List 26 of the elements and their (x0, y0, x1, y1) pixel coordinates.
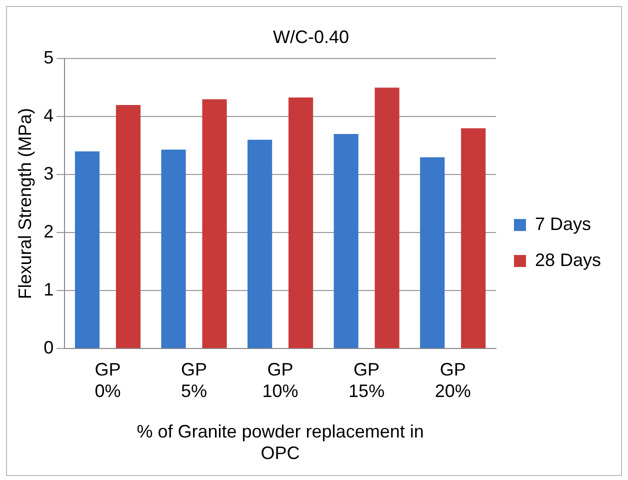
x-tick-label: GP 15% (348, 359, 385, 401)
legend-label: 28 Days (534, 250, 602, 270)
chart-title: W/C-0.40 (272, 26, 350, 47)
bar (461, 128, 486, 348)
bar (288, 97, 314, 348)
y-tick-label: 4 (44, 106, 54, 126)
x-axis-title: % of Granite powder replacement in OPC (136, 422, 424, 464)
bar (420, 157, 445, 348)
legend-label: 7 Days (534, 214, 591, 234)
bar (202, 99, 227, 348)
y-tick-label: 3 (44, 164, 54, 184)
x-tick-label: GP 5% (181, 359, 208, 401)
y-tick-label: 2 (44, 222, 54, 242)
x-tick-label: GP 20% (434, 359, 471, 401)
bar (248, 140, 272, 348)
y-tick-label: 1 (44, 280, 54, 300)
bar (116, 105, 141, 348)
y-axis-title: Flexural Strength (MPa) (14, 108, 35, 300)
bar (374, 88, 400, 348)
bar (161, 150, 186, 348)
y-tick-label: 5 (44, 48, 54, 68)
x-tick-label: GP 0% (94, 359, 121, 401)
y-tick-label: 0 (44, 338, 54, 358)
bar (74, 151, 100, 348)
x-tick-label: GP 10% (262, 359, 298, 401)
bar (334, 134, 358, 348)
